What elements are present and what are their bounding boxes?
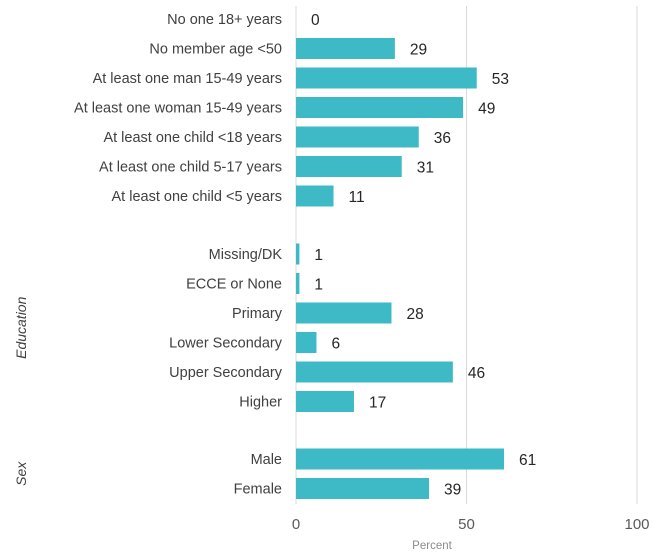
data-label: 36 xyxy=(434,130,451,147)
category-label: ECCE or None xyxy=(186,277,282,293)
data-label: 0 xyxy=(311,12,320,29)
data-label: 49 xyxy=(478,101,495,118)
x-axis-ticks: 0 50 100 xyxy=(292,516,650,533)
category-label: Female xyxy=(234,482,282,498)
x-tick-label: 100 xyxy=(624,516,649,533)
category-label: At least one child <5 years xyxy=(112,189,282,205)
data-label: 28 xyxy=(406,306,423,323)
category-label: Higher xyxy=(239,395,282,411)
group-label: Education xyxy=(13,296,29,358)
data-label: 1 xyxy=(314,277,323,294)
category-labels: No one 18+ years No member age <50 At leas… xyxy=(74,12,283,498)
bar xyxy=(296,126,419,148)
category-label: At least one man 15-49 years xyxy=(93,71,282,87)
category-label: Primary xyxy=(232,306,283,322)
bar xyxy=(296,67,477,89)
data-label: 46 xyxy=(468,365,485,382)
bar xyxy=(296,185,334,207)
bar xyxy=(296,156,402,177)
bar xyxy=(296,97,464,118)
category-label: At least one child 5-17 years xyxy=(99,160,282,176)
category-label: No one 18+ years xyxy=(167,12,282,28)
bar xyxy=(296,332,317,353)
data-label: 29 xyxy=(410,42,427,59)
data-label: 39 xyxy=(444,482,461,499)
bar xyxy=(296,361,453,383)
group-label: Sex xyxy=(13,461,29,486)
data-label: 61 xyxy=(519,452,536,469)
data-label: 53 xyxy=(492,71,509,88)
bar xyxy=(296,273,300,294)
data-label: 17 xyxy=(369,395,386,412)
data-label: 31 xyxy=(417,160,434,177)
bar xyxy=(296,302,392,324)
data-label: 1 xyxy=(314,247,323,264)
x-axis-title: Percent xyxy=(412,540,452,552)
category-label: Missing/DK xyxy=(209,247,283,263)
category-label: No member age <50 xyxy=(149,42,282,58)
x-tick-label: 0 xyxy=(292,516,300,533)
category-label: At least one woman 15-49 years xyxy=(74,101,282,117)
bar xyxy=(296,448,505,470)
bar xyxy=(296,38,395,59)
category-label: Lower Secondary xyxy=(169,336,283,352)
bars xyxy=(296,38,505,499)
x-tick-label: 50 xyxy=(458,516,475,533)
bar xyxy=(296,478,429,499)
category-label: Male xyxy=(251,452,282,468)
data-label: 11 xyxy=(349,189,365,206)
category-label: At least one child <18 years xyxy=(103,130,282,146)
bar xyxy=(296,243,300,265)
bar xyxy=(296,391,354,412)
data-label: 6 xyxy=(331,336,340,353)
category-label: Upper Secondary xyxy=(169,365,283,381)
group-labels: Education Sex xyxy=(13,296,29,485)
